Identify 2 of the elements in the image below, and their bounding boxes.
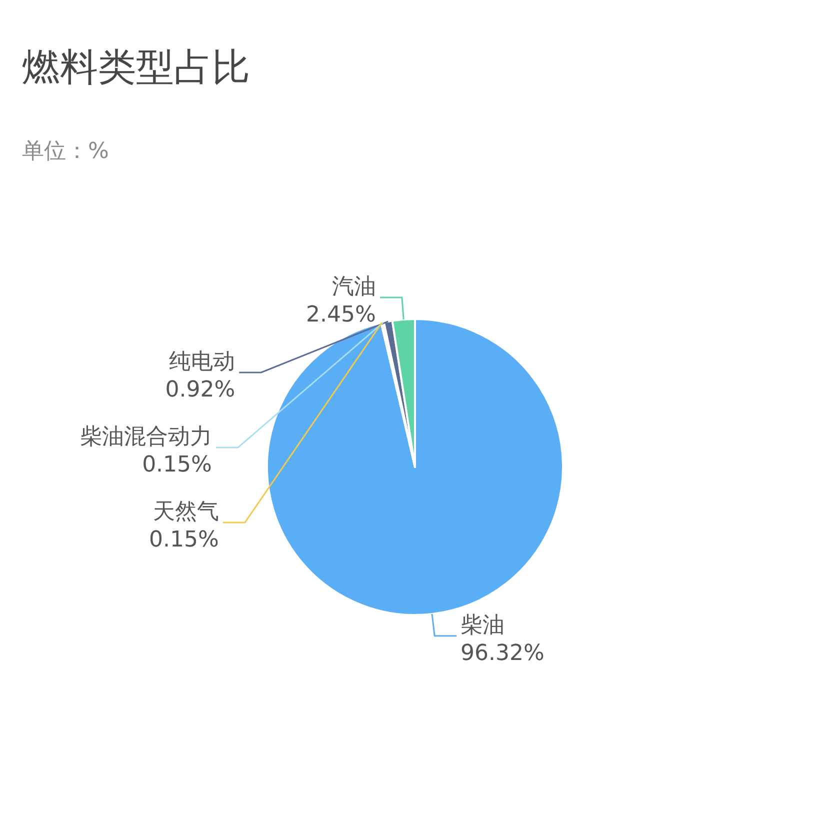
subtitle: 单位：%	[22, 139, 109, 164]
title: 燃料类型占比	[22, 45, 250, 89]
